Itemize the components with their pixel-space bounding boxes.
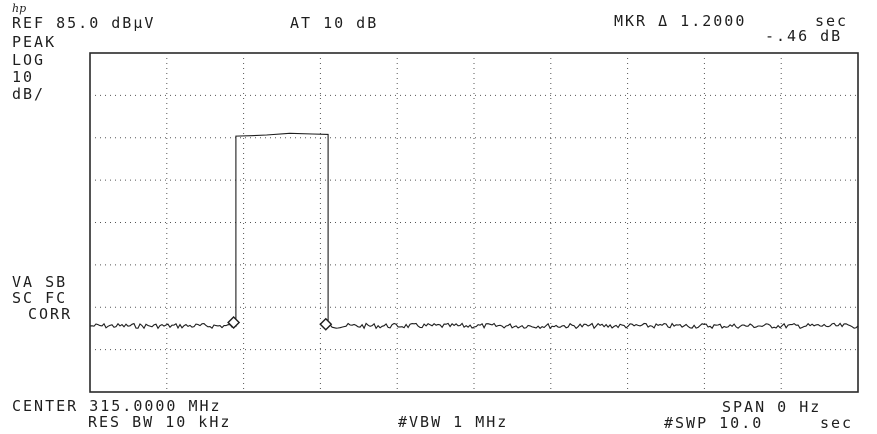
hp-logo: hp — [12, 2, 27, 15]
marker-delta: MKR Δ 1.2000 — [614, 12, 747, 30]
status-flags-2: SC FC — [12, 289, 68, 307]
trace-line — [89, 132, 859, 330]
span: SPAN 0 Hz — [722, 398, 822, 416]
marker-diamond-1 — [227, 316, 241, 329]
video-bandwidth: #VBW 1 MHz — [398, 413, 509, 431]
graticule — [90, 53, 858, 392]
sweep-time: #SWP 10.0 — [664, 414, 764, 432]
marker-time-unit: sec — [815, 12, 849, 30]
scale-unit: dB/ — [12, 85, 46, 103]
scale-value: 10 — [12, 68, 35, 86]
marker-level: -.46 dB — [765, 27, 843, 45]
resolution-bandwidth: RES BW 10 kHz — [88, 413, 232, 431]
reference-level: REF 85.0 dBμV — [12, 14, 156, 32]
status-flags-1: VA SB — [12, 273, 68, 291]
detector-mode: PEAK — [12, 33, 57, 51]
marker-diamond-2 — [319, 317, 333, 331]
sweep-time-unit: sec — [820, 414, 854, 432]
attenuation: AT 10 dB — [290, 14, 379, 32]
status-flags-3: CORR — [28, 305, 73, 323]
trace-area — [89, 132, 859, 331]
scale-type: LOG — [12, 51, 46, 69]
center-frequency: CENTER 315.0000 MHz — [12, 397, 222, 415]
